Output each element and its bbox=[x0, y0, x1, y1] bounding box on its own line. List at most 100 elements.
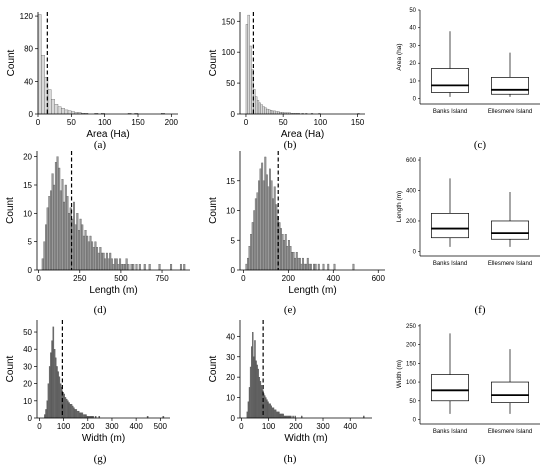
histogram-bar bbox=[294, 257, 297, 271]
histogram-bar bbox=[249, 45, 252, 115]
y-tick-label: 0 bbox=[231, 414, 236, 423]
histogram-bar bbox=[283, 240, 286, 271]
histogram-bar bbox=[51, 99, 55, 115]
histogram-bar bbox=[256, 192, 259, 271]
y-tick-label: 10 bbox=[23, 209, 32, 218]
y-tick-label: 0 bbox=[413, 249, 417, 255]
histogram-bar bbox=[97, 252, 100, 271]
histogram-bar bbox=[273, 186, 276, 271]
histogram-bar bbox=[272, 198, 275, 271]
y-axis-label: Length (m) bbox=[396, 191, 403, 222]
histogram-bar bbox=[272, 407, 275, 419]
y-tick-label: 10 bbox=[409, 79, 416, 85]
panel-label-f: (f) bbox=[475, 304, 486, 316]
x-tick-label: 100 bbox=[98, 118, 112, 127]
histogram-bar bbox=[86, 235, 89, 271]
histogram-bar bbox=[37, 14, 42, 115]
histogram-bar bbox=[51, 340, 53, 419]
histogram-bar bbox=[120, 264, 123, 271]
histogram-bar bbox=[115, 258, 118, 271]
histogram-bar bbox=[69, 404, 72, 419]
histogram-bar bbox=[257, 368, 259, 419]
histogram-bar bbox=[249, 366, 252, 419]
y-tick-label: 20 bbox=[23, 380, 32, 389]
histogram-bar bbox=[179, 264, 182, 271]
y-tick-label: 30 bbox=[23, 362, 32, 371]
histogram-bar bbox=[269, 403, 271, 419]
y-tick-label: 10 bbox=[226, 394, 235, 403]
y-tick-label: 0 bbox=[413, 418, 417, 424]
histogram-bar bbox=[82, 414, 85, 419]
histogram-bar bbox=[80, 412, 82, 419]
histogram-bar bbox=[58, 167, 61, 271]
histogram-bar bbox=[278, 411, 280, 419]
x-tick-label: 0 bbox=[36, 274, 41, 283]
histogram-bar bbox=[85, 414, 87, 419]
category-label: Ellesmere Island bbox=[488, 261, 532, 267]
y-tick-label: 20 bbox=[226, 373, 235, 382]
histogram-bar bbox=[183, 264, 186, 271]
histogram-bar bbox=[61, 108, 65, 115]
panel-label-d: (d) bbox=[94, 304, 107, 316]
x-tick-label: 750 bbox=[155, 274, 169, 283]
histogram-bar bbox=[57, 371, 59, 419]
histogram-bar bbox=[303, 263, 306, 271]
histogram-bar bbox=[246, 411, 249, 419]
histogram-bar bbox=[66, 196, 69, 271]
y-tick-label: 20 bbox=[409, 61, 416, 67]
y-axis-label: Count bbox=[208, 49, 219, 76]
x-axis-label: Length (m) bbox=[288, 285, 336, 296]
y-tick-label: 20 bbox=[23, 153, 32, 162]
x-tick-label: 50 bbox=[67, 118, 76, 127]
histogram-bar bbox=[71, 405, 74, 419]
histogram-bar bbox=[264, 395, 266, 419]
histogram-bar bbox=[268, 403, 270, 419]
box bbox=[431, 68, 469, 93]
histogram-bar bbox=[275, 204, 278, 271]
category-label: Banks Island bbox=[433, 109, 467, 115]
x-axis-label: Area (Ha) bbox=[86, 129, 129, 140]
histogram-bar bbox=[44, 414, 46, 419]
histogram-g: 0 100 200 300 400 500 0 10 20 30 40 50 Width (m) Coun… bbox=[5, 320, 170, 444]
histogram-bar bbox=[84, 230, 87, 271]
histogram-bar bbox=[289, 246, 292, 271]
boxplot-i: 0 50 100 150 200 250 Width (m) Banks Island Elle… bbox=[396, 324, 540, 435]
histogram-bar bbox=[286, 246, 289, 271]
histogram-bar bbox=[170, 264, 173, 271]
histogram-bar bbox=[110, 258, 113, 271]
histogram-bar bbox=[130, 264, 133, 271]
histogram-bar bbox=[143, 264, 146, 271]
histogram-bar bbox=[77, 230, 80, 271]
histogram-bar bbox=[105, 252, 108, 271]
histogram-bar bbox=[278, 222, 281, 271]
x-tick-label: 0 bbox=[241, 274, 246, 283]
histogram-bar bbox=[247, 401, 250, 419]
histogram-bar bbox=[107, 258, 110, 271]
histogram-bar bbox=[282, 413, 284, 419]
histogram-bar bbox=[277, 411, 279, 419]
histogram-bar bbox=[352, 263, 355, 271]
histogram-bar bbox=[68, 213, 71, 271]
histogram-b: 0 50 100 150 0 50 100 150 Area (Ha) Count bbox=[208, 12, 365, 140]
histogram-h: 0 100 200 300 400 0 10 20 30 40 Width (m) Count bbox=[208, 320, 372, 444]
box bbox=[431, 213, 469, 239]
histogram-bar bbox=[322, 263, 325, 271]
histogram-bar bbox=[63, 393, 65, 419]
histogram-bar bbox=[124, 264, 126, 271]
histogram-bar bbox=[81, 224, 84, 271]
x-tick-label: 600 bbox=[372, 274, 386, 283]
histogram-bar bbox=[148, 264, 151, 271]
histogram-bar bbox=[305, 263, 308, 271]
x-tick-label: 0 bbox=[239, 422, 244, 431]
histogram-bar bbox=[297, 257, 300, 271]
histogram-bar bbox=[258, 180, 260, 271]
x-tick-label: 50 bbox=[279, 118, 288, 127]
x-tick-label: 0 bbox=[244, 118, 249, 127]
histogram-bar bbox=[48, 366, 51, 419]
histogram-bar bbox=[258, 377, 261, 419]
histogram-bar bbox=[41, 55, 45, 115]
panel-label-e: (e) bbox=[284, 304, 297, 316]
histogram-bar bbox=[67, 400, 69, 419]
histogram-bar bbox=[67, 110, 72, 115]
